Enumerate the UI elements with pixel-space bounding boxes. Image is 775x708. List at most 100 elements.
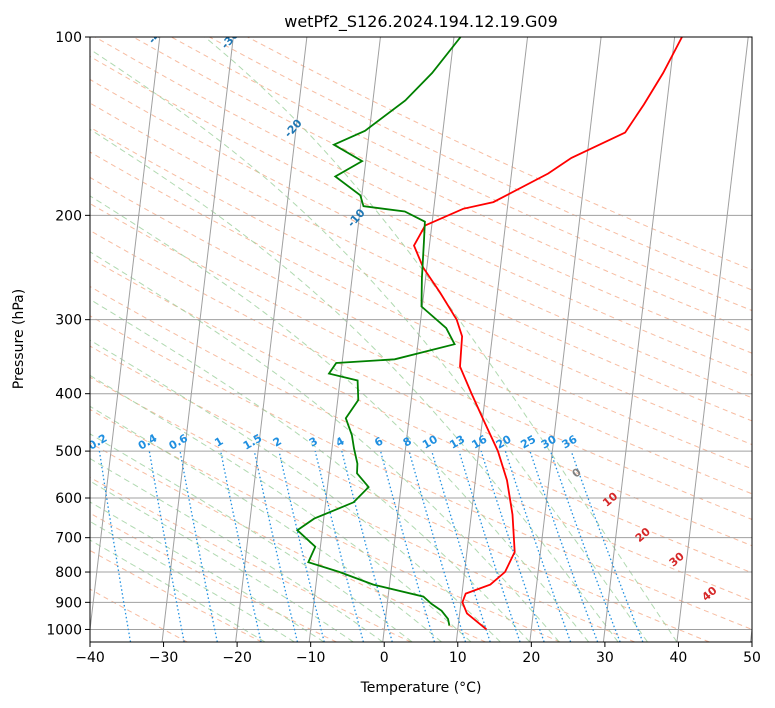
dry-adiabat-label: 10 xyxy=(600,489,620,509)
isotherm-line xyxy=(382,37,455,642)
dry-adiabat-line xyxy=(90,229,752,547)
x-tick-label: 0 xyxy=(380,650,389,666)
isotherm-label: -60 xyxy=(0,23,22,47)
moist-adiabat-line xyxy=(90,128,619,642)
moist-adiabat-line xyxy=(90,195,590,642)
y-tick-label: 900 xyxy=(55,595,82,611)
temperature-profile-line xyxy=(413,37,683,631)
mixing-ratio-line xyxy=(278,450,325,642)
dry-adiabat-line xyxy=(90,376,635,642)
dry-adiabat-line xyxy=(90,442,486,642)
y-tick-label: 600 xyxy=(55,491,82,507)
x-tick-label: −40 xyxy=(75,650,105,666)
moist-adiabat-line xyxy=(90,374,472,642)
isotherm-line xyxy=(750,625,752,642)
mixing-ratio-line xyxy=(480,450,545,642)
isotherm-label: -20 xyxy=(282,116,305,140)
dry-adiabat-label: 40 xyxy=(699,584,719,604)
x-tick-label: 40 xyxy=(670,650,688,666)
isotherm-label: -10 xyxy=(345,206,368,230)
mixing-ratio-label: 36 xyxy=(560,432,580,451)
dry-adiabat-line xyxy=(90,476,412,642)
y-tick-label: 500 xyxy=(55,444,82,460)
dry-adiabat-line xyxy=(90,512,337,642)
dry-adiabat-label: 20 xyxy=(633,525,653,545)
moist-adiabats xyxy=(90,37,678,642)
mixing-ratio-label: 2 xyxy=(271,435,284,450)
x-tick-label: 30 xyxy=(596,650,614,666)
mixing-ratio-line xyxy=(253,450,299,642)
mixing-ratio-line xyxy=(341,450,393,642)
profile-series xyxy=(295,37,683,631)
moist-adiabat-line xyxy=(90,539,266,642)
plot-frame xyxy=(89,36,753,643)
line-labels: 0.10.20.40.611.52346810131620253036-100-… xyxy=(0,23,720,604)
mixing-ratio-label: 8 xyxy=(401,435,414,450)
isotherm-line xyxy=(529,37,602,642)
dry-adiabat-line xyxy=(90,257,752,574)
y-tick-label: 200 xyxy=(55,208,82,224)
isotherm-line xyxy=(161,37,234,642)
isotherm-line xyxy=(455,37,529,642)
x-tick-label: 20 xyxy=(522,650,540,666)
mixing-ratio-line xyxy=(549,450,621,642)
chart-title: wetPf2_S126.2024.194.12.19.G09 xyxy=(284,12,558,32)
moist-adiabat-line xyxy=(90,339,501,642)
mixing-ratio-label: 4 xyxy=(333,434,346,449)
y-axis-label: Pressure (hPa) xyxy=(11,289,27,389)
isotherm-line xyxy=(90,37,161,634)
plot-area: 0.10.20.40.611.52346810131620253036-100-… xyxy=(0,23,752,642)
moist-adiabat-line xyxy=(90,501,325,642)
x-tick-label: −20 xyxy=(222,650,252,666)
y-tick-label: 1000 xyxy=(46,622,82,638)
mixing-ratio-label: 0.4 xyxy=(136,431,160,452)
y-tick-label: 800 xyxy=(55,565,82,581)
y-tick-label: 100 xyxy=(55,30,82,46)
mixing-ratio-line xyxy=(408,450,467,642)
dry-adiabat-label: 0 xyxy=(570,465,584,480)
x-axis-label: Temperature (°C) xyxy=(360,680,482,696)
mixing-ratio-label: 1.5 xyxy=(241,432,264,453)
mixing-ratio-label: 0.2 xyxy=(86,432,109,453)
dry-adiabat-line xyxy=(209,37,752,291)
dry-adiabat-line xyxy=(247,37,752,271)
dry-adiabat-line xyxy=(90,102,752,422)
mixing-ratio-label: 13 xyxy=(447,433,467,452)
mixing-ratio-label: 6 xyxy=(372,434,385,449)
mixing-ratio-line xyxy=(431,450,491,642)
dry-adiabat-label: 30 xyxy=(667,549,687,569)
dry-adiabat-line xyxy=(90,285,752,602)
moist-adiabat-line xyxy=(90,298,531,642)
y-tick-label: 300 xyxy=(55,313,82,329)
dewpoint-profile-line xyxy=(295,37,462,626)
moist-adiabat-line xyxy=(90,458,383,642)
moist-adiabat-line xyxy=(90,520,295,642)
dry-adiabat-line xyxy=(90,176,752,495)
dry-adiabat-line xyxy=(132,37,752,333)
mixing-ratio-line xyxy=(504,450,572,642)
isotherm-label: -30 xyxy=(219,28,242,52)
mixing-ratio-label: 16 xyxy=(470,432,490,451)
dry-adiabat-line xyxy=(94,37,752,354)
dry-adiabat-line xyxy=(90,203,752,520)
moist-adiabat-line xyxy=(90,251,560,642)
dry-adiabat-line xyxy=(90,126,752,446)
moist-adiabat-line xyxy=(204,37,678,642)
dry-adiabat-line xyxy=(90,549,263,642)
mixing-ratio-line xyxy=(458,450,521,642)
isotherm-line xyxy=(308,37,381,642)
dry-adiabats xyxy=(90,37,752,642)
mixing-ratio-line xyxy=(314,450,365,642)
x-tick-label: 10 xyxy=(449,650,467,666)
mixing-ratio-line xyxy=(219,450,262,642)
y-tick-label: 400 xyxy=(55,387,82,403)
mixing-ratio-line xyxy=(379,450,436,642)
moist-adiabat-line xyxy=(90,433,413,642)
x-tick-label: −30 xyxy=(149,650,179,666)
grid-lines xyxy=(90,37,752,642)
dry-adiabat-line xyxy=(90,345,710,642)
mixing-ratio-label: 1 xyxy=(212,435,225,450)
dry-adiabat-line xyxy=(90,408,561,642)
moist-adiabat-line xyxy=(90,48,648,642)
dry-adiabat-line xyxy=(90,315,752,630)
